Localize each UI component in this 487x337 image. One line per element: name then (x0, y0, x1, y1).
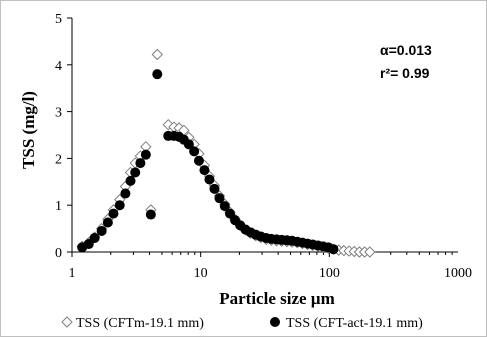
data-points-group (76, 48, 376, 258)
x-tick-label: 100 (319, 266, 340, 281)
y-tick-label: 3 (55, 106, 62, 121)
cft-act-data-point (120, 188, 131, 199)
cft-act-data-point (140, 149, 151, 160)
legend: TSS (CFTm-19.1 mm) TSS (CFT-act-19.1 mm) (61, 316, 423, 331)
cft-act-data-point (135, 158, 146, 169)
y-tick-label: 5 (55, 12, 62, 27)
cftm-data-point (364, 246, 376, 258)
cft-act-data-point (145, 209, 156, 220)
cft-act-data-point (328, 244, 339, 255)
y-tick-label: 0 (55, 246, 62, 261)
y-tick-label: 4 (55, 59, 62, 74)
cft-act-data-point (183, 139, 194, 150)
cft-act-data-point (108, 208, 119, 219)
legend-marker-open-diamond (61, 316, 73, 328)
x-axis-title: Particle size µm (219, 289, 335, 308)
cft-act-data-point (219, 201, 230, 212)
cft-act-data-point (89, 232, 100, 243)
y-tick-label: 1 (55, 199, 62, 214)
cft-act-data-point (130, 167, 141, 178)
x-tick-label: 10 (194, 266, 208, 281)
cft-act-data-point (125, 175, 136, 186)
x-tick-label: 1000 (444, 266, 472, 281)
x-tick-label: 1 (69, 266, 76, 281)
cft-act-data-point (114, 200, 125, 211)
cft-act-data-point (193, 155, 204, 166)
alpha-annotation: α=0.013 (380, 42, 432, 58)
y-tick-label: 2 (55, 152, 62, 167)
y-axis-title: TSS (mg/l) (19, 91, 38, 169)
r2-annotation: r²= 0.99 (380, 65, 430, 81)
cft-act-data-point (204, 174, 215, 185)
legend-marker-filled-circle (270, 317, 280, 327)
legend-label-cftm: TSS (CFTm-19.1 mm) (76, 316, 204, 331)
cft-act-data-point (189, 146, 200, 157)
cft-act-data-point (102, 217, 113, 228)
cftm-data-point (162, 118, 174, 131)
cft-act-data-point (214, 193, 225, 204)
x-ticks-group: 1 10 100 1000 (69, 252, 472, 281)
cft-act-data-point (96, 225, 107, 236)
cftm-data-point (151, 48, 163, 61)
legend-label-cft-act: TSS (CFT-act-19.1 mm) (286, 316, 423, 331)
cft-act-data-point (152, 69, 163, 80)
cft-act-data-point (199, 165, 210, 176)
cft-act-data-point (209, 183, 220, 194)
y-ticks-group: 0 1 2 3 4 5 (55, 12, 72, 261)
